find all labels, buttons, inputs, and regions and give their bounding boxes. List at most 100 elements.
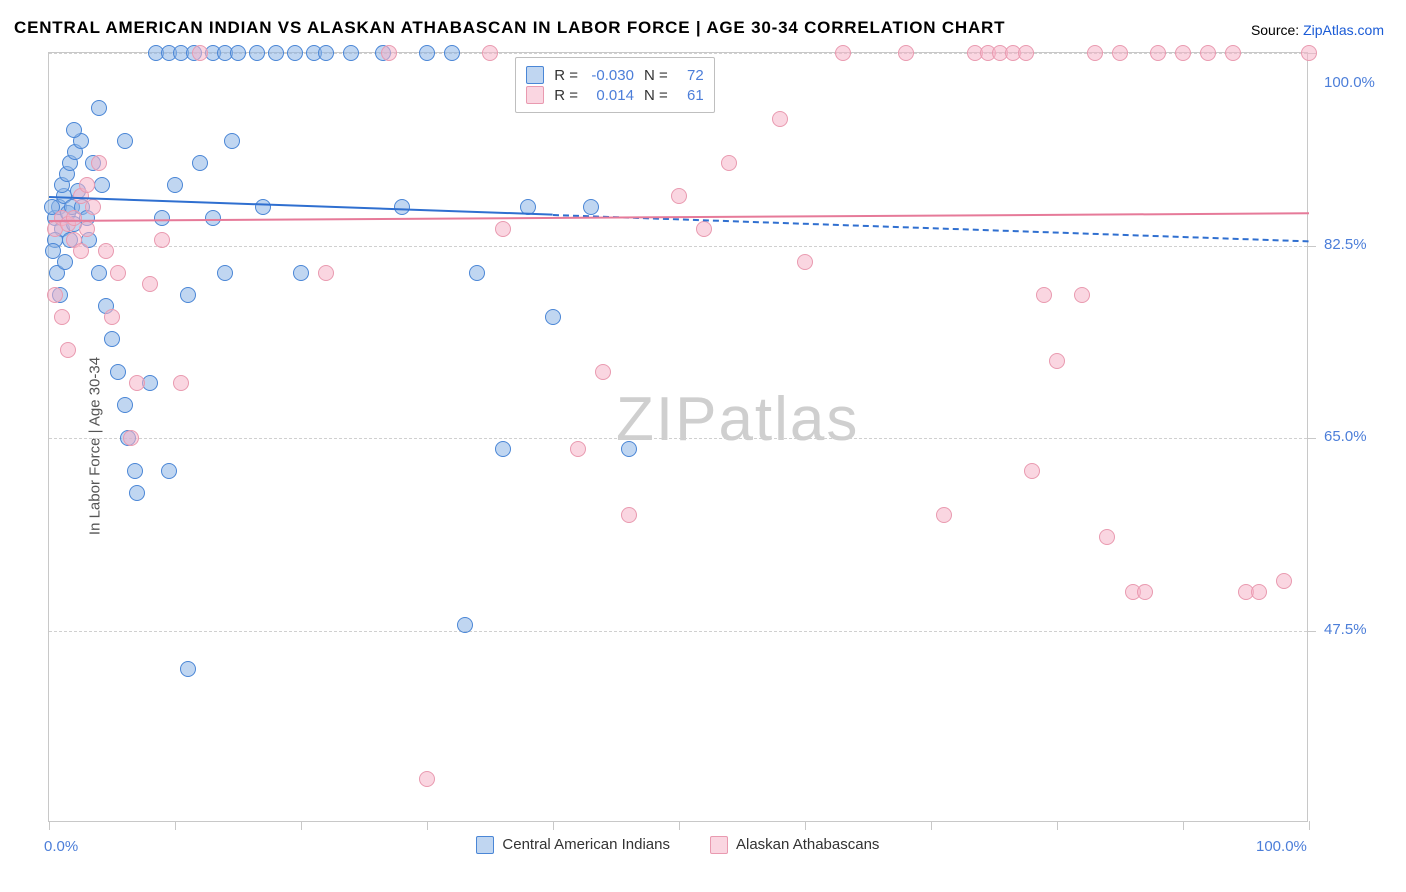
legend-correlation-box: R =-0.030N =72R =0.014N =61 [515,57,715,113]
y-tick [1307,246,1316,247]
gridline [49,246,1307,247]
legend-n-label: N = [644,67,668,84]
x-tick [805,821,806,830]
legend-label: Alaskan Athabascans [736,836,879,853]
data-point [91,265,107,281]
data-point [835,45,851,61]
legend-swatch-icon [526,66,544,84]
scatter-plot-area: ZIPatlas R =-0.030N =72R =0.014N =61 [48,52,1308,822]
x-tick [553,821,554,830]
x-tick [427,821,428,830]
data-point [293,265,309,281]
data-point [1276,573,1292,589]
data-point [129,485,145,501]
legend-n-label: N = [644,87,668,104]
data-point [1087,45,1103,61]
data-point [127,463,143,479]
data-point [47,287,63,303]
legend-swatch-icon [476,836,494,854]
data-point [249,45,265,61]
data-point [104,309,120,325]
data-point [230,45,246,61]
y-tick-label: 100.0% [1324,74,1375,91]
legend-row: R = -0.030 N = 72 [526,66,704,84]
data-point [595,364,611,380]
x-tick [931,821,932,830]
data-point [85,199,101,215]
watermark: ZIPatlas [616,384,859,455]
data-point [898,45,914,61]
data-point [1036,287,1052,303]
legend-r-value: -0.030 [588,67,634,84]
legend-label: Central American Indians [502,836,670,853]
x-tick [1309,821,1310,830]
data-point [1099,529,1115,545]
data-point [444,45,460,61]
data-point [217,265,233,281]
data-point [66,210,82,226]
data-point [1175,45,1191,61]
data-point [469,265,485,281]
data-point [79,177,95,193]
data-point [457,617,473,633]
data-point [180,661,196,677]
data-point [570,441,586,457]
legend-r-value: 0.014 [588,87,634,104]
data-point [1150,45,1166,61]
x-tick [1057,821,1058,830]
legend-r-label: R = [554,67,578,84]
data-point [255,199,271,215]
data-point [381,45,397,61]
data-point [419,771,435,787]
x-tick [175,821,176,830]
data-point [343,45,359,61]
y-tick-label: 47.5% [1324,621,1367,638]
data-point [1225,45,1241,61]
data-point [91,100,107,116]
data-point [1112,45,1128,61]
x-tick-label: 100.0% [1256,838,1307,855]
x-tick [679,821,680,830]
data-point [1018,45,1034,61]
data-point [98,243,114,259]
data-point [268,45,284,61]
source-link[interactable]: ZipAtlas.com [1303,22,1384,38]
data-point [1251,584,1267,600]
regression-line [49,196,553,216]
x-tick-label: 0.0% [44,838,78,855]
data-point [142,276,158,292]
data-point [117,397,133,413]
data-point [318,45,334,61]
data-point [104,331,120,347]
data-point [73,243,89,259]
data-point [167,177,183,193]
x-tick [49,821,50,830]
data-point [129,375,145,391]
y-tick [1307,438,1316,439]
data-point [57,254,73,270]
data-point [1137,584,1153,600]
data-point [1049,353,1065,369]
x-tick [1183,821,1184,830]
data-point [419,45,435,61]
legend-row: R =0.014N =61 [526,86,704,104]
data-point [621,441,637,457]
data-point [482,45,498,61]
data-point [224,133,240,149]
data-point [110,265,126,281]
data-point [161,463,177,479]
data-point [721,155,737,171]
data-point [394,199,410,215]
regression-line [49,212,1309,222]
legend-n-value: 72 [678,67,704,84]
legend-item: Central American Indians [476,836,670,854]
data-point [117,133,133,149]
data-point [772,111,788,127]
x-tick [301,821,302,830]
legend-r-label: R = [554,87,578,104]
data-point [495,441,511,457]
data-point [60,342,76,358]
gridline [49,438,1307,439]
data-point [621,507,637,523]
legend-bottom: Central American Indians Alaskan Athabasc… [476,836,879,854]
